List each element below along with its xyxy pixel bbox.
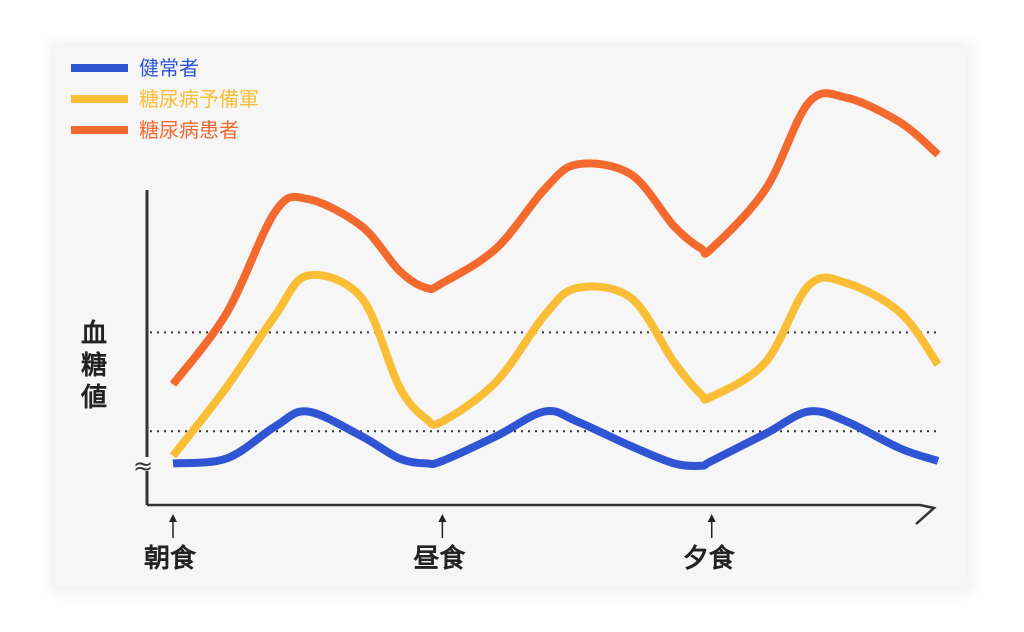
legend-label-1: 糖尿病予備軍 [139, 87, 259, 111]
series-lines [169, 89, 942, 471]
series-line-0 [172, 406, 940, 471]
meal-markers: 朝食 昼食 夕食 [144, 514, 736, 574]
axes: ≈ [133, 190, 937, 525]
y-axis-label: 血糖値 [80, 319, 107, 413]
reference-lines [150, 331, 940, 433]
legend-label-2: 糖尿病患者 [139, 118, 239, 142]
meal-label-1: 昼食 [413, 543, 466, 574]
y-axis-label-char: 血 [81, 319, 107, 349]
axis-break-mark: ≈ [133, 452, 153, 480]
axis-break-gap [140, 457, 154, 471]
meal-label-2: 夕食 [683, 543, 736, 574]
y-axis-label-char: 糖 [81, 350, 107, 381]
y-axis-label-char: 値 [80, 383, 107, 413]
meal-label-0: 朝食 [144, 543, 197, 574]
series-line-1 [169, 270, 942, 459]
meal-arrow-head-0 [169, 514, 177, 522]
meal-arrow-head-1 [438, 514, 447, 522]
x-axis [147, 503, 937, 525]
series-line-2 [169, 89, 941, 387]
meal-arrow-head-2 [707, 514, 716, 522]
chart-card [55, 47, 967, 587]
legend-label-0: 健常者 [139, 56, 199, 80]
